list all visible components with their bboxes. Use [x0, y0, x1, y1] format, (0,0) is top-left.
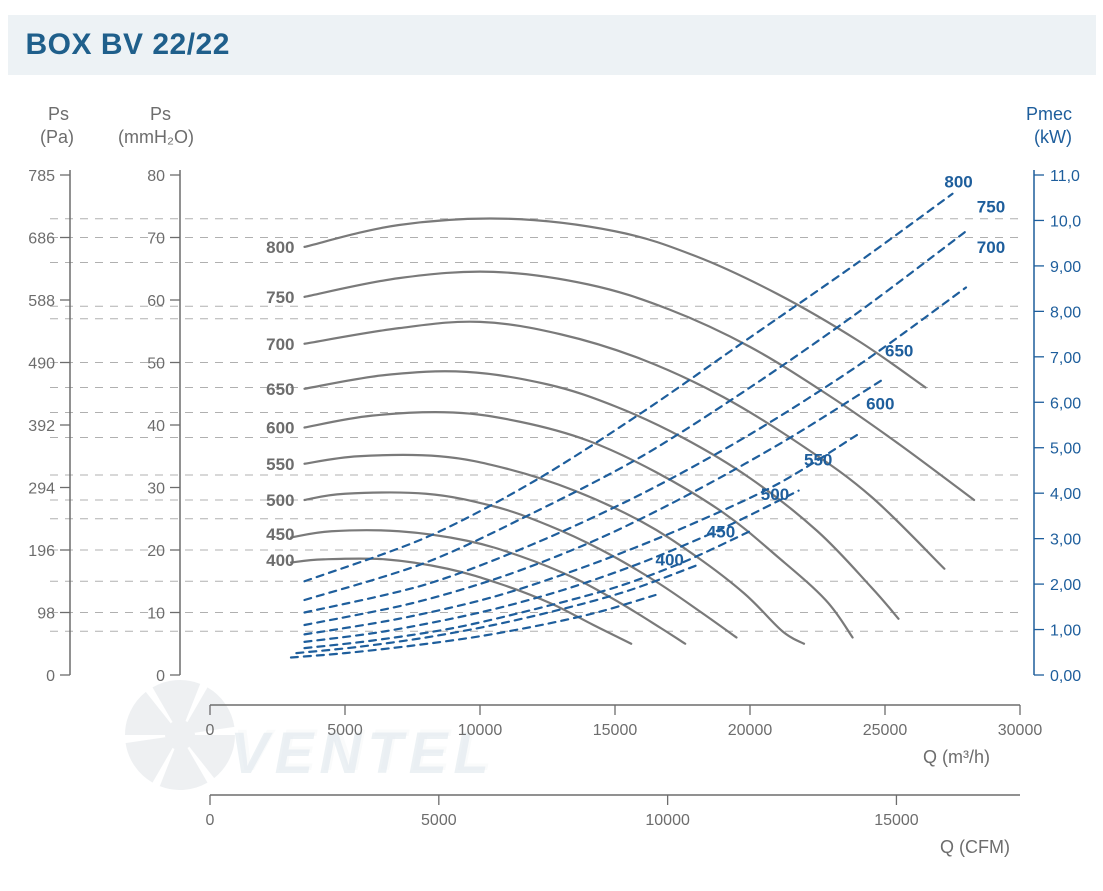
svg-text:40: 40 — [147, 418, 165, 435]
svg-text:0: 0 — [156, 668, 165, 685]
svg-text:50: 50 — [147, 356, 165, 373]
svg-text:0: 0 — [206, 722, 215, 739]
ps-curve-label-700: 700 — [266, 335, 294, 354]
svg-text:Pmec: Pmec — [1026, 104, 1072, 124]
pmec-curve-label-400: 400 — [656, 551, 684, 570]
svg-text:6,00: 6,00 — [1050, 395, 1081, 412]
svg-text:30: 30 — [147, 481, 165, 498]
svg-text:10: 10 — [147, 606, 165, 623]
svg-text:20: 20 — [147, 543, 165, 560]
svg-text:(mmH₂O): (mmH₂O) — [118, 127, 194, 147]
svg-text:0,00: 0,00 — [1050, 668, 1081, 685]
ps-curve-label-500: 500 — [266, 491, 294, 510]
ps-curve-label-750: 750 — [266, 288, 294, 307]
svg-text:5,00: 5,00 — [1050, 441, 1081, 458]
ps-curve-label-800: 800 — [266, 238, 294, 257]
svg-text:2,00: 2,00 — [1050, 577, 1081, 594]
svg-text:785: 785 — [28, 168, 55, 185]
svg-text:196: 196 — [28, 543, 55, 560]
svg-text:4,00: 4,00 — [1050, 486, 1081, 503]
ps-curve-label-600: 600 — [266, 419, 294, 438]
svg-text:0: 0 — [46, 668, 55, 685]
svg-text:Ps: Ps — [48, 104, 69, 124]
svg-text:9,00: 9,00 — [1050, 259, 1081, 276]
pmec-curve-label-550: 550 — [804, 451, 832, 470]
svg-text:490: 490 — [28, 356, 55, 373]
svg-text:80: 80 — [147, 168, 165, 185]
ps-curve-label-450: 450 — [266, 525, 294, 544]
svg-text:8,00: 8,00 — [1050, 304, 1081, 321]
pmec-curve-label-600: 600 — [866, 394, 894, 413]
svg-text:20000: 20000 — [728, 722, 773, 739]
page-title: BOX BV 22/22 — [26, 28, 230, 62]
svg-text:392: 392 — [28, 418, 55, 435]
svg-text:7,00: 7,00 — [1050, 350, 1081, 367]
ps-curve-label-650: 650 — [266, 380, 294, 399]
ps-curve-label-400: 400 — [266, 551, 294, 570]
pmec-curve-label-750: 750 — [977, 198, 1005, 217]
svg-text:15000: 15000 — [593, 722, 638, 739]
svg-text:10,0: 10,0 — [1050, 213, 1081, 230]
ps-curve-label-550: 550 — [266, 455, 294, 474]
svg-text:11,0: 11,0 — [1050, 168, 1080, 185]
svg-text:0: 0 — [206, 812, 215, 829]
pmec-curve-label-500: 500 — [761, 485, 789, 504]
pmec-curve-700 — [305, 288, 967, 613]
svg-text:60: 60 — [147, 293, 165, 310]
svg-text:Q (CFM): Q (CFM) — [940, 837, 1010, 857]
svg-text:30000: 30000 — [998, 722, 1043, 739]
fan-curve-chart: VENTELVENTEL098196294392490588686785Ps(P… — [0, 75, 1103, 891]
pmec-curve-label-450: 450 — [707, 523, 735, 542]
svg-text:5000: 5000 — [421, 812, 457, 829]
pmec-curve-label-650: 650 — [885, 341, 913, 360]
pmec-curve-500 — [305, 531, 751, 648]
svg-text:Ps: Ps — [150, 104, 171, 124]
svg-text:(kW): (kW) — [1034, 127, 1072, 147]
svg-text:10000: 10000 — [645, 812, 690, 829]
chart-svg: VENTELVENTEL098196294392490588686785Ps(P… — [0, 75, 1103, 891]
ps-curve-650 — [305, 371, 899, 618]
svg-text:5000: 5000 — [327, 722, 363, 739]
svg-text:15000: 15000 — [874, 812, 919, 829]
svg-text:3,00: 3,00 — [1050, 532, 1081, 549]
svg-text:98: 98 — [37, 606, 55, 623]
svg-text:Q (m³/h): Q (m³/h) — [923, 747, 990, 767]
svg-text:(Pa): (Pa) — [40, 127, 74, 147]
title-bar: BOX BV 22/22 — [8, 15, 1096, 75]
svg-text:294: 294 — [28, 481, 55, 498]
svg-text:588: 588 — [28, 293, 55, 310]
svg-text:10000: 10000 — [458, 722, 503, 739]
svg-text:25000: 25000 — [863, 722, 908, 739]
svg-text:1,00: 1,00 — [1050, 623, 1081, 640]
svg-text:686: 686 — [28, 231, 55, 248]
ps-curve-550 — [305, 455, 805, 644]
pmec-curve-label-700: 700 — [977, 238, 1005, 257]
pmec-curve-label-800: 800 — [944, 173, 972, 192]
svg-text:70: 70 — [147, 231, 165, 248]
